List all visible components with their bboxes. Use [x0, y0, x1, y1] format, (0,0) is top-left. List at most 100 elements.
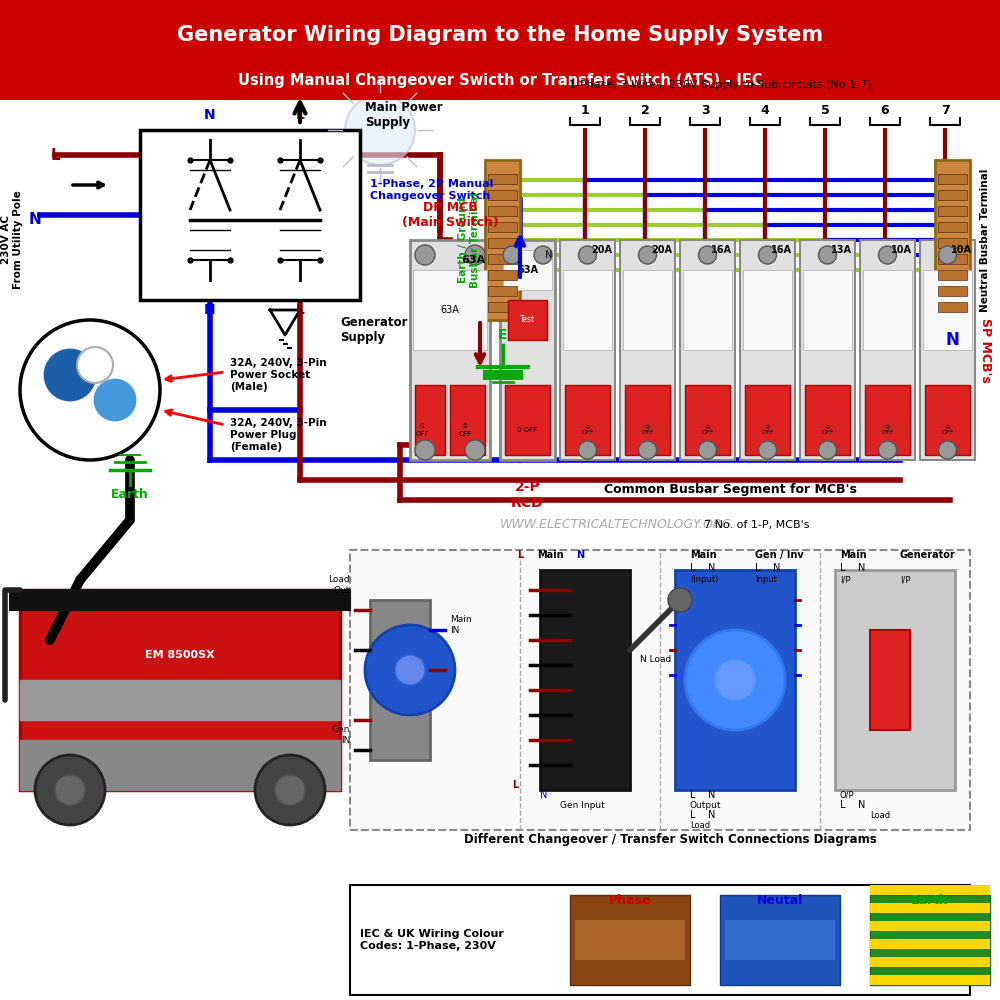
Bar [623, 270, 672, 350]
Text: 0 OFF: 0 OFF [517, 427, 538, 433]
Text: L    N: L N [840, 800, 865, 810]
Text: Earth / Ground
Busbar Terminal: Earth / Ground Busbar Terminal [458, 192, 480, 288]
Bar [805, 385, 850, 455]
Text: Gen Input: Gen Input [560, 800, 605, 810]
Bar [575, 920, 685, 960]
Text: N Load: N Load [640, 656, 671, 664]
Text: 2-P
RCD: 2-P RCD [511, 480, 544, 510]
Circle shape [668, 588, 692, 612]
Bar [570, 895, 690, 985]
Circle shape [55, 775, 85, 805]
Text: Common Busbar Segment for MCB's: Common Busbar Segment for MCB's [604, 484, 856, 496]
Circle shape [685, 630, 785, 730]
Text: 0
OFF: 0 OFF [415, 424, 429, 436]
Text: N: N [576, 550, 584, 560]
Text: 32A, 240V, 3-Pin
Power Socket
(Male): 32A, 240V, 3-Pin Power Socket (Male) [230, 358, 327, 392]
Circle shape [534, 246, 552, 264]
Text: O/P: O/P [840, 790, 855, 800]
Bar [500, 240, 555, 460]
Text: Gen
IN: Gen IN [332, 725, 350, 745]
Circle shape [275, 775, 305, 805]
Circle shape [698, 246, 716, 264]
Bar [0, 0, 1000, 100]
Text: (Input): (Input) [690, 576, 718, 584]
Text: L: L [50, 147, 60, 162]
Text: 16A: 16A [771, 245, 792, 255]
Circle shape [345, 95, 415, 165]
Bar [413, 270, 487, 350]
Text: Test: Test [520, 316, 535, 324]
Text: L: L [296, 303, 304, 317]
Bar [20, 590, 340, 790]
Bar [870, 903, 990, 913]
Circle shape [415, 245, 435, 265]
Text: N: N [540, 790, 547, 800]
Text: 63A: 63A [441, 305, 459, 315]
Text: Load: Load [870, 810, 890, 820]
Text: IEC & UK Wiring Colour
Codes: 1-Phase, 230V: IEC & UK Wiring Colour Codes: 1-Phase, 2… [360, 929, 504, 951]
Circle shape [503, 246, 521, 264]
Text: I/P: I/P [900, 576, 910, 584]
Bar [938, 254, 967, 264]
Text: Phase: Phase [609, 894, 651, 906]
Text: 63A: 63A [461, 255, 485, 265]
Text: Generator Wiring Diagram to the Home Supply System: Generator Wiring Diagram to the Home Sup… [177, 25, 823, 45]
Circle shape [20, 320, 160, 460]
Bar [803, 270, 852, 350]
Circle shape [465, 245, 485, 265]
Circle shape [578, 441, 596, 459]
Circle shape [698, 441, 716, 459]
Bar [488, 190, 517, 200]
Circle shape [715, 660, 755, 700]
Bar [935, 160, 970, 320]
Text: 32A, 240V, 3-Pin
Power Plug
(Female): 32A, 240V, 3-Pin Power Plug (Female) [230, 418, 327, 452]
Bar [565, 385, 610, 455]
Bar [680, 240, 735, 460]
Bar [923, 270, 972, 350]
Text: Earth: Earth [111, 488, 149, 502]
Text: L    N: L N [755, 563, 780, 573]
Bar [938, 286, 967, 296]
Bar [20, 740, 340, 790]
Text: 7: 7 [941, 104, 949, 116]
Bar [865, 385, 910, 455]
Bar [505, 385, 550, 455]
Circle shape [465, 440, 485, 460]
Bar [560, 240, 615, 460]
Text: N: N [545, 250, 552, 260]
Bar [863, 270, 912, 350]
Text: Earth: Earth [911, 894, 949, 906]
Bar [745, 385, 790, 455]
Bar [488, 286, 517, 296]
Bar [870, 921, 990, 931]
Circle shape [938, 441, 956, 459]
Bar [800, 240, 855, 460]
Bar [10, 590, 350, 610]
Text: Generator: Generator [900, 550, 956, 560]
Text: Neutral Busbar Terminal: Neutral Busbar Terminal [980, 168, 990, 312]
Text: 230V AC
From Utility Pole: 230V AC From Utility Pole [1, 191, 23, 289]
Bar [740, 240, 795, 460]
Circle shape [95, 380, 135, 420]
Circle shape [255, 755, 325, 825]
Bar [488, 222, 517, 232]
Circle shape [759, 246, 776, 264]
Bar [370, 600, 430, 760]
Text: N: N [204, 303, 216, 317]
Text: 1-Phase, 2P Manual
Changeover Switch: 1-Phase, 2P Manual Changeover Switch [370, 179, 493, 201]
Bar [938, 270, 967, 280]
Bar [925, 385, 970, 455]
Text: 1-Phase, 3-Wires, 230V Supply to Sub-circuits (No 1-7): 1-Phase, 3-Wires, 230V Supply to Sub-cir… [569, 80, 871, 90]
Circle shape [365, 625, 455, 715]
Bar [485, 160, 520, 320]
Text: Main: Main [690, 550, 717, 560]
Text: Load: Load [690, 820, 710, 830]
Circle shape [938, 246, 956, 264]
Bar [410, 240, 490, 460]
Circle shape [818, 246, 836, 264]
Text: 0
OFF: 0 OFF [581, 425, 594, 435]
Text: Main: Main [537, 550, 563, 560]
Bar [508, 300, 547, 340]
Text: Main: Main [840, 550, 867, 560]
Bar [725, 920, 835, 960]
